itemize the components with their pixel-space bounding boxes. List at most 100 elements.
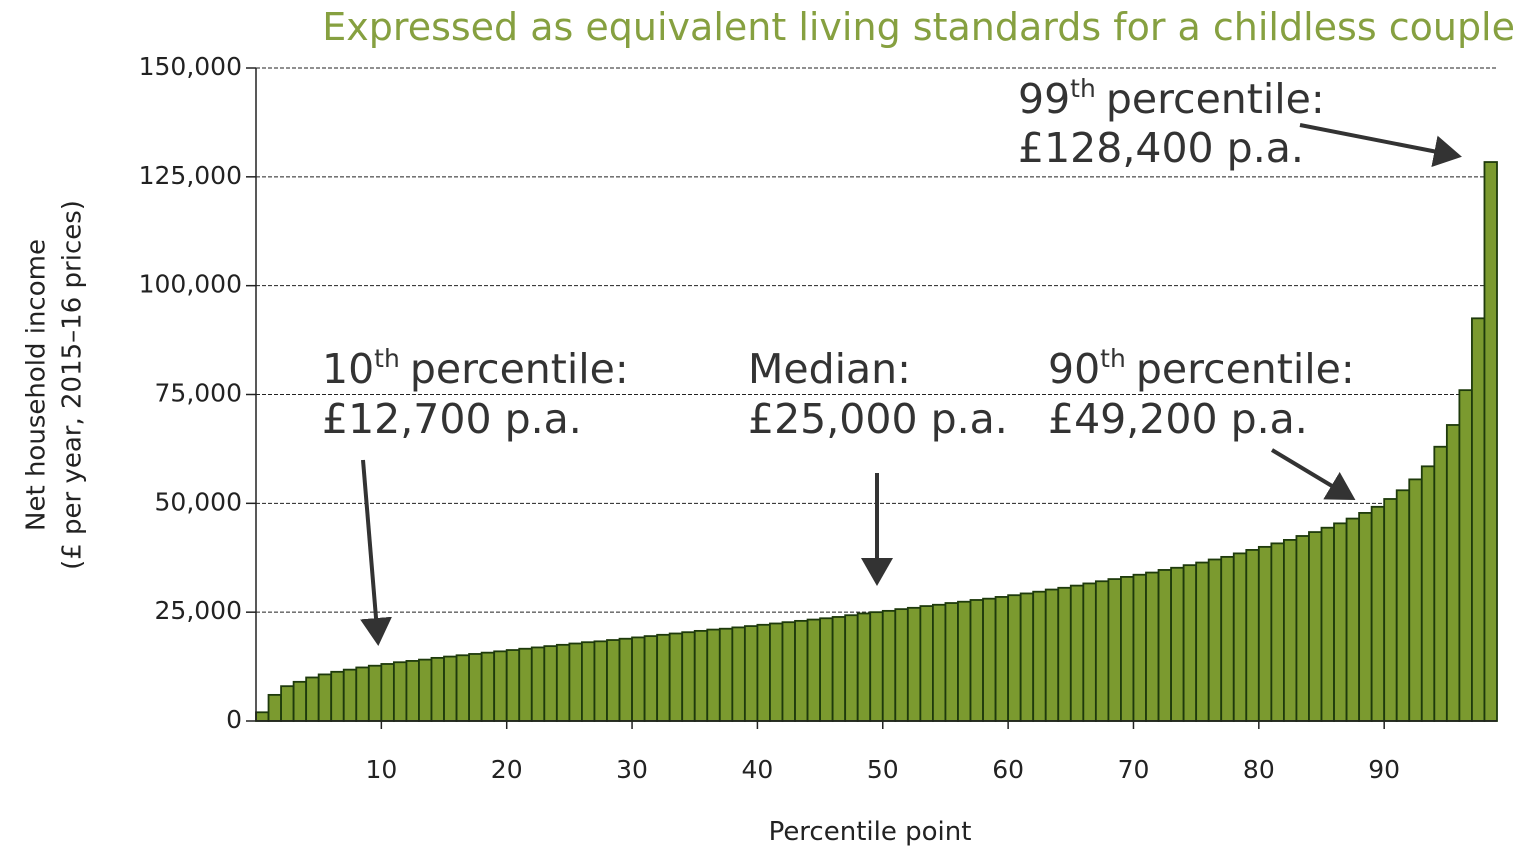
bar: [1220, 555, 1235, 722]
bar: [1383, 498, 1398, 722]
bar: [530, 646, 546, 722]
bar: [1458, 389, 1473, 722]
bar: [631, 636, 646, 722]
bar: [1019, 592, 1035, 722]
bar: [1232, 552, 1248, 722]
bar: [305, 676, 320, 722]
x-tick-label: 80: [1243, 755, 1275, 784]
bar: [355, 666, 370, 722]
bar: [681, 631, 696, 722]
bar: [518, 647, 533, 722]
bar: [1094, 580, 1110, 722]
bar: [1157, 569, 1172, 722]
bar: [1069, 584, 1085, 722]
bar: [769, 622, 784, 722]
bar: [455, 654, 471, 722]
x-tick-label: 70: [1118, 755, 1150, 784]
bar: [1044, 588, 1060, 722]
bar: [1370, 505, 1386, 722]
bar: [819, 617, 834, 722]
bar: [480, 651, 496, 722]
bar: [292, 680, 308, 722]
bar: [1320, 526, 1335, 722]
y-tick-label: 0: [226, 705, 242, 734]
bar: [982, 597, 997, 722]
bar: [1420, 465, 1436, 722]
bar: [1270, 542, 1285, 722]
annotation-text: Median:: [748, 345, 911, 393]
bar: [781, 621, 796, 722]
bar: [957, 600, 972, 722]
bar: [881, 609, 897, 722]
y-tick-label: 125,000: [139, 161, 242, 190]
x-tick-label: 10: [365, 755, 397, 784]
x-tick-label: 20: [491, 755, 523, 784]
annotation: 10th percentile: £12,700 p.a. Median: £25…: [322, 74, 1462, 646]
bar: [806, 618, 821, 722]
bar: [1007, 594, 1022, 722]
bar: [1182, 564, 1198, 722]
bar: [994, 596, 1010, 722]
bar: [756, 623, 771, 722]
arrow: [1299, 123, 1462, 168]
bar: [718, 627, 734, 722]
bar: [418, 658, 433, 722]
bar: [1358, 512, 1373, 722]
bar: [656, 633, 671, 722]
x-tick-label: 40: [742, 755, 774, 784]
bar: [1032, 590, 1047, 722]
bar: [1145, 571, 1160, 722]
bar: [1170, 566, 1185, 722]
bar: [1408, 478, 1423, 722]
bar: [1471, 317, 1486, 722]
bar: [392, 661, 408, 722]
bar: [706, 628, 721, 722]
y-tick-label: 75,000: [155, 379, 242, 408]
bar: [1333, 522, 1348, 722]
bar: [568, 642, 583, 722]
annotation-text: £12,700 p.a.: [322, 395, 582, 443]
bar: [555, 643, 571, 722]
annotation-text: 10th percentile:: [322, 344, 629, 393]
annotation-text: 99th percentile:: [1018, 74, 1325, 123]
bar: [280, 685, 295, 722]
bar: [330, 670, 345, 722]
bar: [906, 606, 922, 722]
bar: [1345, 517, 1361, 722]
x-axis-label: Percentile point: [769, 817, 972, 847]
bar: [731, 626, 746, 722]
bar: [1132, 573, 1147, 722]
bar: [1433, 445, 1448, 722]
bar: [255, 711, 270, 722]
bar: [468, 653, 483, 722]
bar: [668, 632, 684, 722]
annotation-text: £25,000 p.a.: [748, 395, 1008, 443]
bar: [1445, 424, 1461, 722]
bar: [317, 673, 333, 722]
y-tick-label: 150,000: [139, 52, 242, 81]
y-tick-label: 25,000: [155, 596, 242, 625]
bar: [1195, 561, 1210, 722]
bar: [367, 664, 383, 722]
bar: [505, 649, 521, 722]
bar: [969, 599, 984, 722]
bar: [1120, 576, 1135, 722]
bar: [693, 629, 709, 722]
bar: [430, 656, 445, 722]
arrow: [1270, 448, 1356, 501]
bar: [643, 635, 659, 722]
bar: [844, 614, 859, 722]
y-tick-label: 50,000: [155, 487, 242, 516]
bar: [831, 616, 847, 722]
bar: [1107, 578, 1122, 722]
bar: [543, 645, 558, 722]
bar: [1308, 531, 1323, 722]
bar: [794, 619, 809, 722]
annotation-text: £49,200 p.a.: [1048, 395, 1308, 443]
bar: [1483, 161, 1498, 722]
y-axis-label: Net household income: [22, 239, 52, 531]
chart-title: Expressed as equivalent living standards…: [322, 5, 1515, 49]
y-axis-label: (£ per year, 2015–16 prices): [58, 200, 88, 570]
bar: [1207, 558, 1223, 722]
